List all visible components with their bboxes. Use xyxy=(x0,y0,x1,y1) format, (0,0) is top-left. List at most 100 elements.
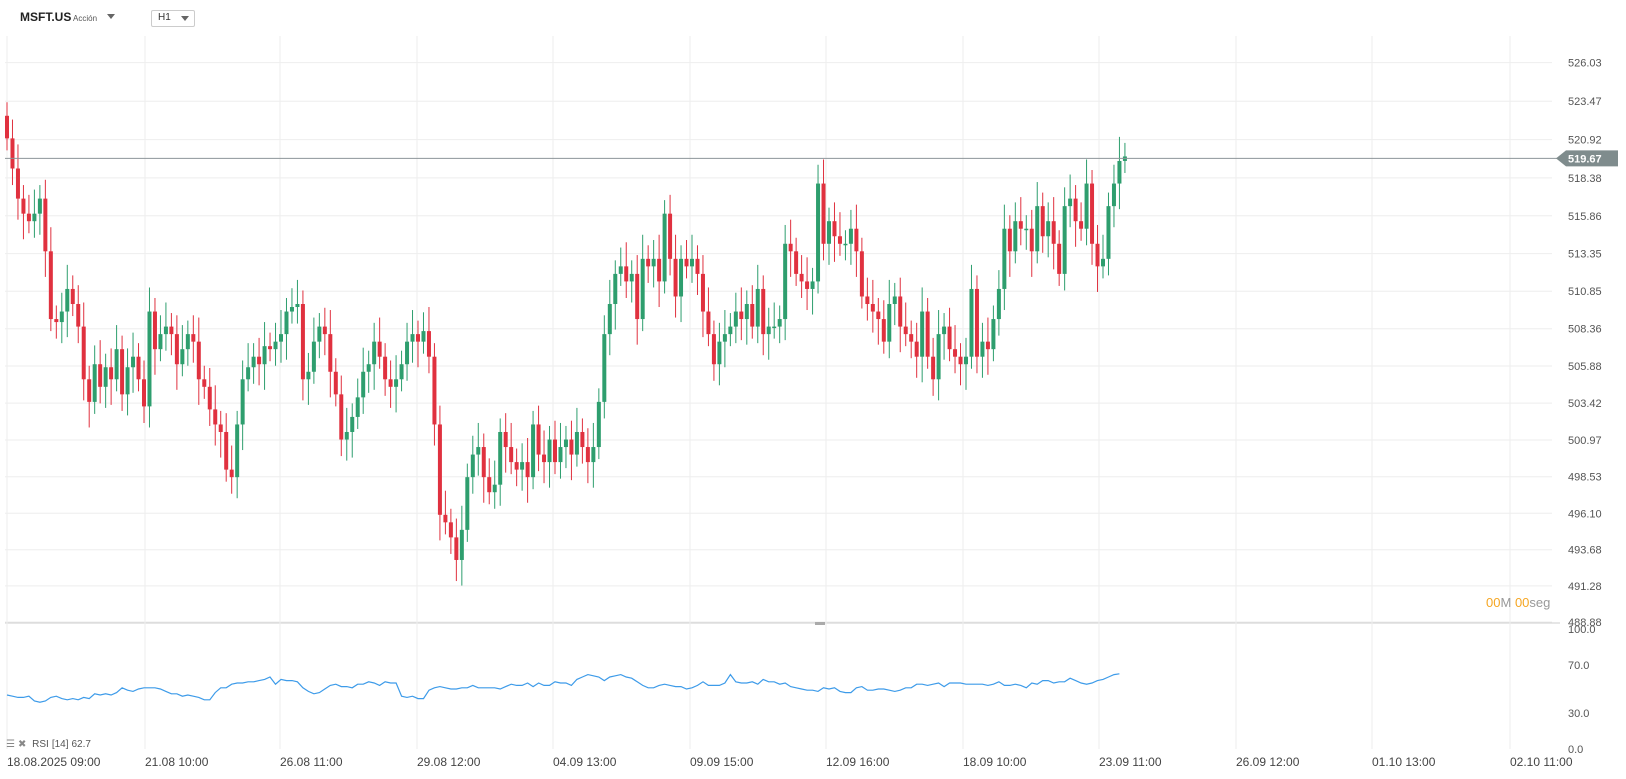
candle-body xyxy=(1106,206,1111,259)
candle-body xyxy=(1035,206,1040,252)
x-tick-label: 02.10 11:00 xyxy=(1510,755,1573,769)
candle-body xyxy=(909,334,914,342)
candle-body xyxy=(843,243,848,246)
candle-body xyxy=(816,183,821,282)
candle-body xyxy=(98,364,103,387)
candle-body xyxy=(59,311,64,323)
candle-body xyxy=(514,462,519,470)
candle-body xyxy=(1013,221,1018,252)
candle-body xyxy=(1002,228,1007,289)
candle-body xyxy=(224,431,229,470)
candle-body xyxy=(437,424,442,515)
candle-body xyxy=(613,273,618,305)
candle-body xyxy=(996,288,1001,320)
candle-body xyxy=(76,304,81,327)
y-tick-label: 508.36 xyxy=(1568,324,1602,336)
candle-body xyxy=(805,281,810,289)
rsi-period: [14] xyxy=(51,739,69,750)
candle-body xyxy=(1095,243,1100,267)
y-tick-label: 513.35 xyxy=(1568,249,1602,261)
candle-body xyxy=(585,447,590,463)
candle-body xyxy=(876,311,881,320)
candle-body xyxy=(355,397,360,417)
x-tick-label: 29.08 12:00 xyxy=(417,755,481,769)
y-tick-label: 491.28 xyxy=(1568,581,1602,593)
candle-body xyxy=(350,416,355,432)
candle-body xyxy=(169,326,174,335)
candle-body xyxy=(487,477,492,493)
rsi-y-tick-label: 0.0 xyxy=(1568,744,1583,756)
candle-body xyxy=(1111,183,1116,207)
candle-body xyxy=(454,537,459,560)
candle-body xyxy=(739,311,744,320)
candle-body xyxy=(279,334,283,342)
candle-body xyxy=(388,379,393,387)
candle-body xyxy=(125,367,130,395)
y-tick-label: 503.42 xyxy=(1568,398,1602,410)
candle-body xyxy=(832,221,837,237)
candle-body xyxy=(317,326,322,342)
x-tick-label: 12.09 16:00 xyxy=(826,755,890,769)
candle-body xyxy=(426,331,431,357)
candle-body xyxy=(569,439,574,455)
candle-body xyxy=(295,304,300,308)
candle-body xyxy=(547,439,552,463)
y-tick-label: 520.92 xyxy=(1568,135,1602,147)
rsi-name: RSI xyxy=(32,739,49,750)
candle-body xyxy=(344,431,349,440)
candle-body xyxy=(744,304,749,320)
close-icon[interactable]: ✖ xyxy=(17,739,27,750)
candle-body xyxy=(887,304,892,342)
timeframe-label: H1 xyxy=(158,12,171,23)
candle-body xyxy=(163,326,168,335)
candle-body xyxy=(733,311,738,327)
candle-body xyxy=(1046,221,1051,237)
candle-body xyxy=(311,341,316,372)
menu-icon[interactable]: ☰ xyxy=(6,739,15,750)
timeframe-select[interactable]: H1 xyxy=(151,10,195,27)
candle-body xyxy=(366,364,371,372)
symbol-dropdown-icon[interactable] xyxy=(107,14,115,19)
candle-body xyxy=(229,469,234,478)
candle-body xyxy=(947,326,952,350)
candle-body xyxy=(728,326,733,335)
candle-body xyxy=(1029,228,1034,252)
candle-body xyxy=(54,319,59,323)
candle-body xyxy=(185,334,190,350)
current-price-label: 519.67 xyxy=(1568,153,1602,165)
panel-resize-handle[interactable] xyxy=(815,622,825,625)
candle-body xyxy=(136,356,141,380)
candle-body xyxy=(772,326,777,329)
candle-body xyxy=(465,477,470,530)
candle-body xyxy=(558,447,563,463)
candle-body xyxy=(766,326,771,335)
candle-body xyxy=(859,251,864,297)
candle-body xyxy=(755,288,760,327)
candle-body xyxy=(980,341,985,357)
candle-body xyxy=(553,439,557,463)
candle-body xyxy=(1079,221,1084,229)
candle-body xyxy=(1040,206,1045,237)
candle-body xyxy=(196,341,201,380)
candle-body xyxy=(969,288,974,357)
candle-body xyxy=(372,341,377,365)
candle-body xyxy=(991,319,996,350)
candle-body xyxy=(377,341,382,357)
candle-body xyxy=(37,198,42,214)
candle-body xyxy=(1073,198,1078,222)
candle-body xyxy=(174,334,179,365)
candle-body xyxy=(881,319,886,342)
x-tick-label: 09.09 15:00 xyxy=(690,755,754,769)
candle-body xyxy=(481,447,486,478)
candle-body xyxy=(700,273,705,312)
candle-body xyxy=(953,349,958,357)
candle-body xyxy=(827,221,831,244)
candle-body xyxy=(235,424,240,478)
candle-countdown: 00M 00seg xyxy=(1486,595,1550,610)
y-tick-label: 518.38 xyxy=(1568,173,1602,185)
candle-body xyxy=(646,258,651,267)
candle-body xyxy=(788,243,793,252)
symbol-label[interactable]: MSFT.US xyxy=(20,10,72,24)
candle-body xyxy=(1062,206,1067,274)
